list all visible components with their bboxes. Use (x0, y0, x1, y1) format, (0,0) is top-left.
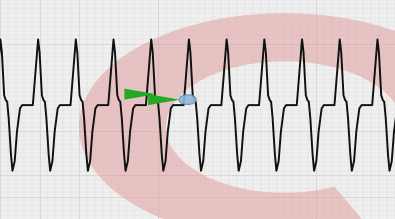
Circle shape (179, 95, 196, 104)
Polygon shape (79, 13, 395, 219)
Polygon shape (124, 89, 156, 100)
Polygon shape (148, 94, 180, 105)
